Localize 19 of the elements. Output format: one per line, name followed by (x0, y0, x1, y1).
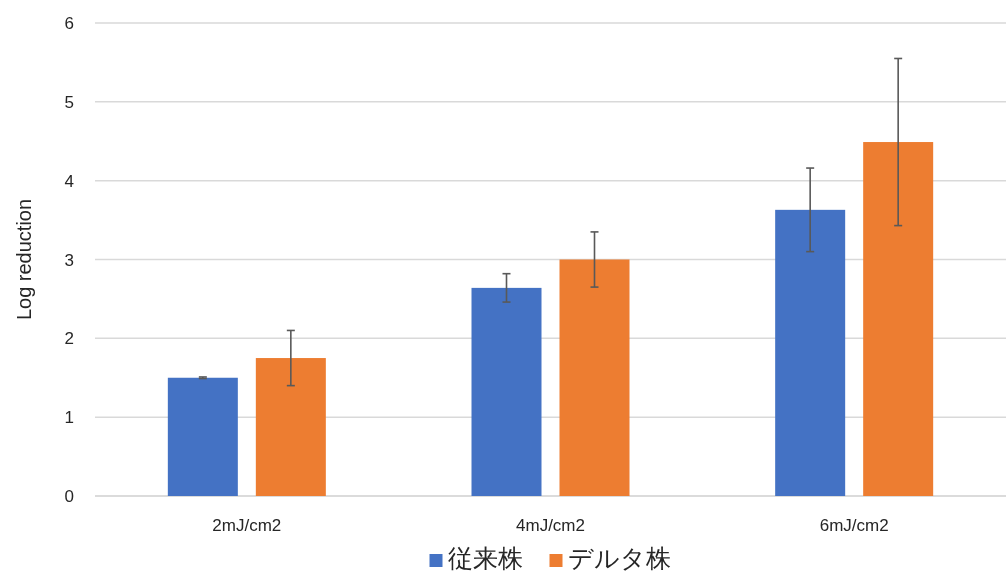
bar (559, 259, 630, 496)
legend-label: 従来株 (447, 544, 523, 572)
y-tick-label: 5 (64, 92, 74, 112)
bar (863, 142, 934, 496)
y-tick-label: 4 (64, 171, 74, 191)
x-tick-label: 2mJ/cm2 (212, 516, 282, 535)
bar (255, 358, 326, 496)
y-tick-label: 1 (64, 408, 74, 428)
y-tick-label: 6 (64, 14, 74, 33)
y-tick-label: 3 (64, 250, 74, 270)
y-tick-label: 0 (64, 487, 74, 506)
x-tick-label: 6mJ/cm2 (819, 516, 889, 535)
bar (775, 209, 846, 496)
bar (167, 377, 238, 496)
y-tick-label: 2 (64, 329, 74, 349)
y-axis-title: Log reduction (13, 198, 35, 321)
bar (471, 287, 542, 496)
x-tick-label: 4mJ/cm2 (516, 516, 585, 535)
legend-label: デルタ株 (567, 544, 671, 572)
